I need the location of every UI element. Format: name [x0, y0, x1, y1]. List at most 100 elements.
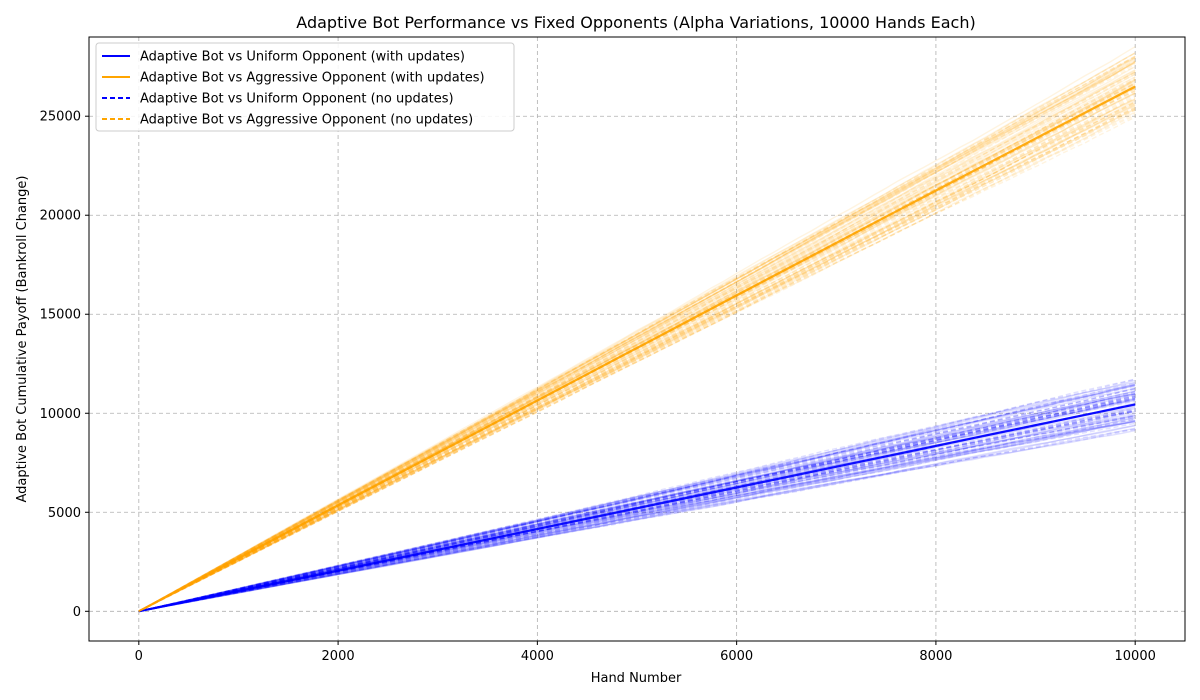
series-run-line — [138, 416, 1136, 612]
y-tick-label: 5000 — [48, 506, 81, 521]
series-run-line — [138, 429, 1136, 612]
series-run-line — [138, 78, 1136, 612]
series-run-line — [138, 60, 1136, 612]
series-run-line — [138, 391, 1136, 612]
series-run-line — [138, 90, 1136, 612]
series-run-line — [138, 427, 1136, 612]
series-run-line — [138, 92, 1136, 612]
series-run-line — [138, 108, 1136, 612]
series-run-line — [138, 52, 1136, 612]
series-run-line — [138, 65, 1136, 612]
x-tick-label: 6000 — [720, 649, 753, 664]
series-run-line — [138, 398, 1136, 612]
series-run-line — [138, 422, 1136, 612]
legend-label: Adaptive Bot vs Aggressive Opponent (wit… — [140, 71, 485, 86]
series-run-line — [138, 397, 1136, 612]
series-run-line — [138, 83, 1136, 612]
legend: Adaptive Bot vs Uniform Opponent (with u… — [95, 42, 515, 132]
series-group — [138, 378, 1136, 612]
series-run-line — [138, 69, 1136, 612]
series-run-line — [138, 101, 1136, 612]
series-run-line — [138, 98, 1136, 612]
x-tick-label: 0 — [135, 649, 143, 664]
series-run-line — [138, 383, 1136, 612]
series-run-line — [138, 71, 1136, 612]
series-run-line — [138, 420, 1136, 612]
y-tick-label: 15000 — [40, 308, 81, 323]
series-run-line — [138, 57, 1136, 612]
series-run-line — [138, 421, 1136, 612]
series-run-line — [138, 55, 1136, 612]
series-run-line — [138, 388, 1136, 612]
series-run-line — [138, 421, 1136, 612]
series-run-line — [138, 108, 1136, 612]
series-run-line — [138, 407, 1136, 612]
series-run-line — [138, 410, 1136, 612]
series-run-line — [138, 379, 1136, 612]
series-run-line — [138, 52, 1136, 612]
series-run-line — [138, 393, 1136, 612]
series-run-line — [138, 398, 1136, 612]
series-run-line — [138, 58, 1136, 612]
series-run-line — [138, 61, 1136, 612]
series-run-line — [138, 388, 1136, 612]
series-run-line — [138, 55, 1136, 612]
series-run-line — [138, 378, 1136, 612]
series-run-line — [138, 66, 1136, 612]
series-group — [138, 46, 1136, 613]
series-run-line — [138, 82, 1136, 612]
series-run-line — [138, 393, 1136, 612]
series-run-line — [138, 398, 1136, 612]
x-tick-label: 10000 — [1115, 649, 1156, 664]
series-run-line — [138, 381, 1136, 612]
series-run-line — [138, 76, 1136, 612]
series-run-line — [138, 79, 1136, 612]
series-run-line — [138, 112, 1136, 612]
series-run-line — [138, 383, 1136, 612]
series-run-line — [138, 86, 1136, 612]
series-run-line — [138, 87, 1136, 612]
series-run-line — [138, 403, 1136, 612]
y-tick-label: 20000 — [40, 209, 81, 224]
series-run-line — [138, 61, 1136, 612]
series-run-line — [138, 394, 1136, 612]
series-run-line — [138, 410, 1136, 612]
series-run-line — [138, 393, 1136, 612]
legend-label: Adaptive Bot vs Uniform Opponent (no upd… — [140, 92, 454, 107]
series-run-line — [138, 395, 1136, 612]
y-tick-label: 0 — [73, 605, 81, 620]
series-run-line — [138, 111, 1136, 612]
series-run-line — [138, 102, 1136, 612]
series-group — [138, 52, 1136, 612]
series-run-line — [138, 107, 1136, 612]
series-run-line — [138, 52, 1136, 612]
series-run-line — [138, 95, 1136, 612]
series-run-line — [138, 425, 1136, 612]
series-run-line — [138, 92, 1136, 612]
plot-area-frame — [88, 36, 1186, 642]
series-run-line — [138, 57, 1136, 612]
y-axis-ticks: 0 5000 10000 15000 20000 25000 — [40, 110, 89, 620]
series-run-line — [138, 100, 1136, 612]
series-run-line — [138, 378, 1136, 612]
series-run-line — [138, 96, 1136, 612]
series-run-line — [138, 92, 1136, 612]
series-run-line — [138, 384, 1136, 612]
series-run-line — [138, 104, 1136, 612]
series-run-line — [138, 109, 1136, 612]
series-run-line — [138, 89, 1136, 612]
series-run-line — [138, 428, 1136, 612]
series-run-line — [138, 56, 1136, 612]
series-run-line — [138, 387, 1136, 612]
series-run-line — [138, 73, 1136, 612]
x-axis-label: Hand Number — [591, 671, 682, 686]
series-run-line — [138, 103, 1136, 612]
series-run-line — [138, 76, 1136, 612]
series-run-line — [138, 93, 1136, 612]
series-run-line — [138, 72, 1136, 612]
x-tick-label: 4000 — [521, 649, 554, 664]
legend-box — [95, 42, 515, 132]
series-run-line — [138, 88, 1136, 612]
series-run-line — [138, 418, 1136, 612]
y-tick-label: 25000 — [40, 110, 81, 125]
